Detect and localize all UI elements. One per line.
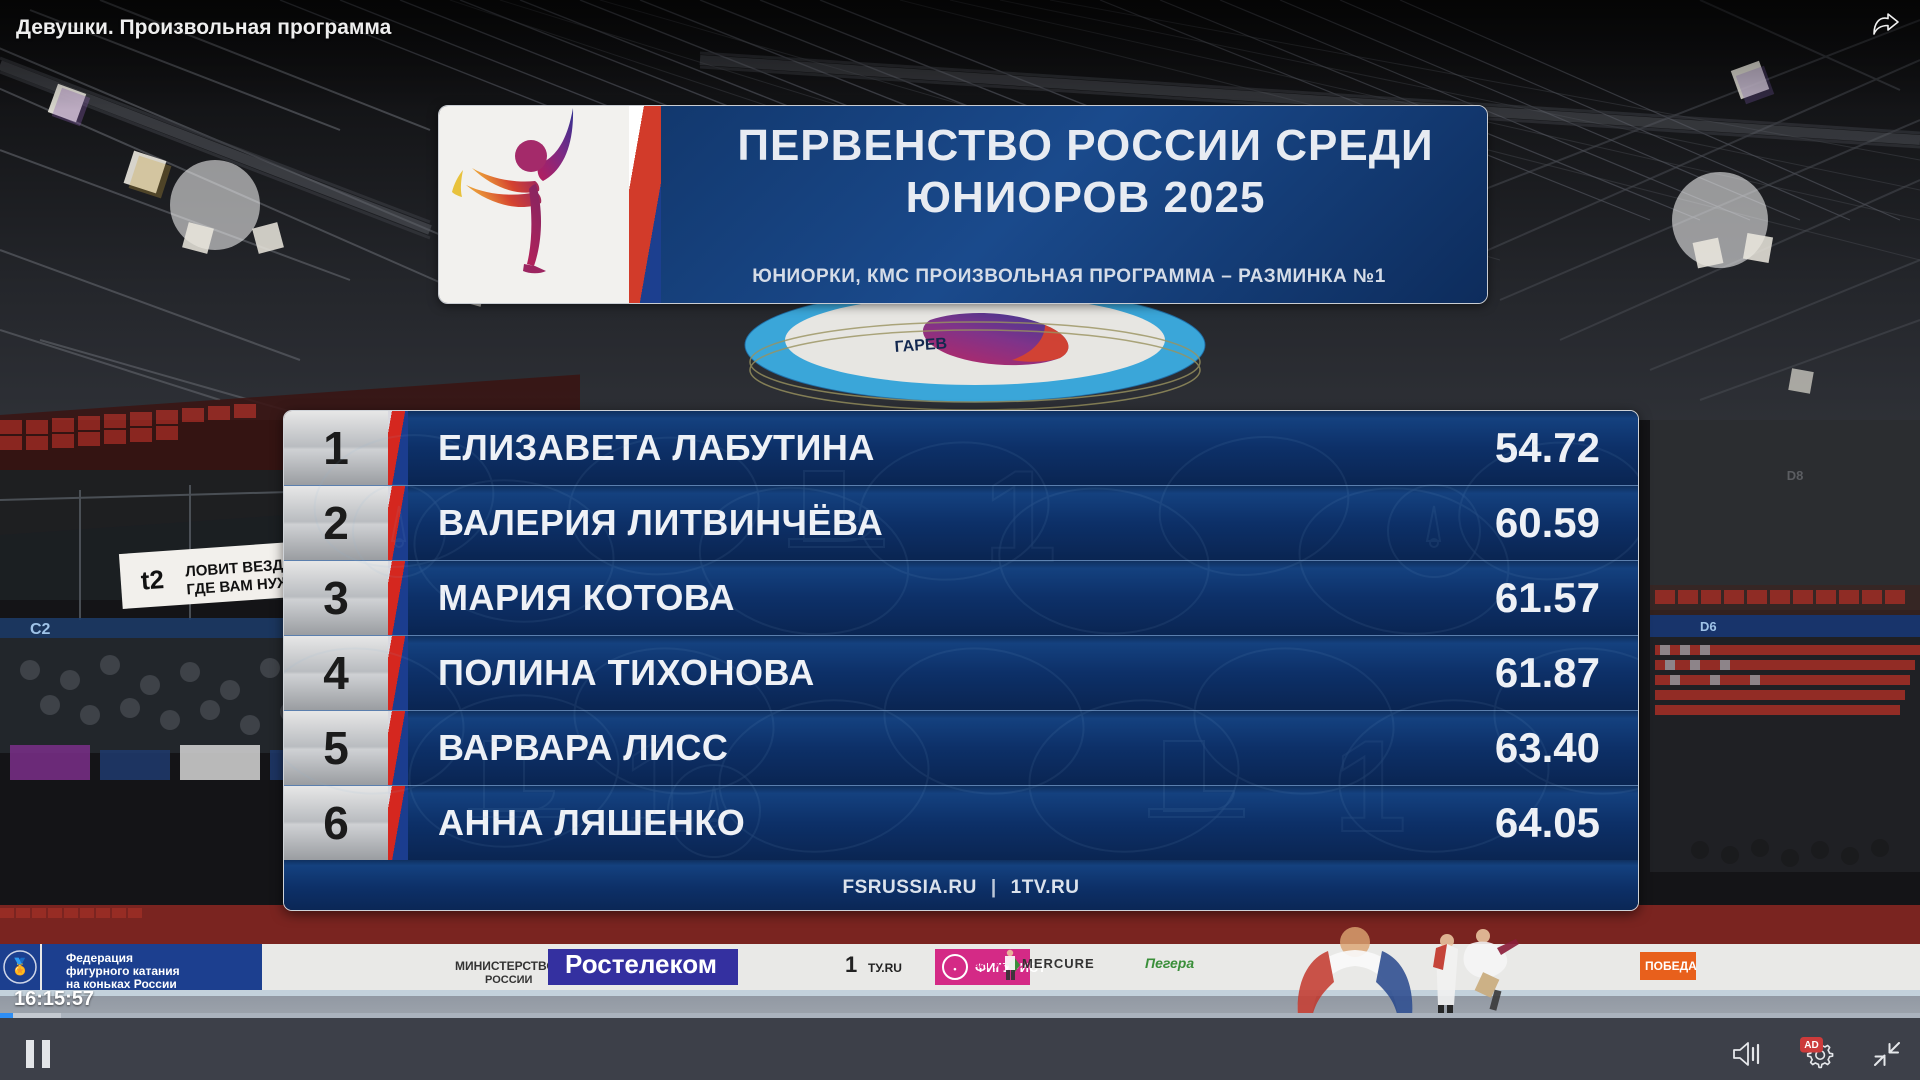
svg-text:🏅: 🏅 [10, 957, 30, 976]
svg-text:ТУ.RU: ТУ.RU [868, 961, 902, 975]
svg-text:Федерация: Федерация [66, 951, 133, 965]
svg-text:РОССИИ: РОССИИ [485, 974, 533, 986]
svg-text:D6: D6 [1700, 619, 1717, 634]
svg-text:фигурного катания: фигурного катания [66, 964, 180, 978]
svg-text:1: 1 [845, 952, 857, 977]
svg-text:•: • [953, 964, 956, 974]
svg-text:Пегера: Пегера [1145, 955, 1194, 971]
svg-text:AD: AD [1804, 1040, 1818, 1051]
svg-text:C2: C2 [30, 621, 51, 638]
svg-text:MERCURE: MERCURE [1022, 956, 1095, 971]
svg-text:Ростелеком: Ростелеком [565, 949, 717, 979]
svg-text:ПОБЕДА: ПОБЕДА [1645, 959, 1697, 973]
svg-text:t2: t2 [140, 564, 165, 596]
svg-text:D8: D8 [1787, 468, 1804, 483]
